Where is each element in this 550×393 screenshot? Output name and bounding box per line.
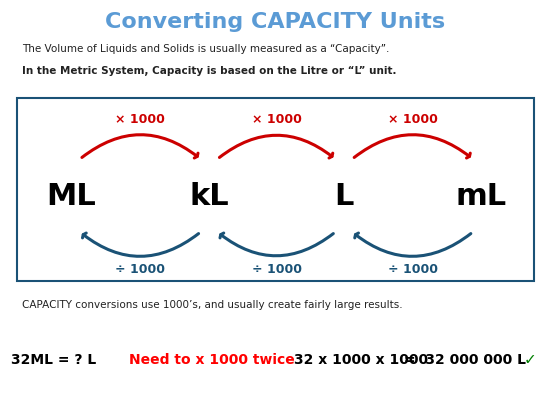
Text: ÷ 1000: ÷ 1000 [116, 263, 165, 276]
Text: Converting CAPACITY Units: Converting CAPACITY Units [105, 12, 445, 31]
Text: =  32 000 000 L: = 32 000 000 L [404, 353, 526, 367]
Text: In the Metric System, Capacity is based on the Litre or “L” unit.: In the Metric System, Capacity is based … [22, 66, 397, 76]
Text: 32 x 1000 x 1000: 32 x 1000 x 1000 [294, 353, 428, 367]
Text: kL: kL [189, 182, 229, 211]
Text: × 1000: × 1000 [252, 113, 301, 127]
Text: 32ML = ? L: 32ML = ? L [11, 353, 96, 367]
Text: mL: mL [456, 182, 507, 211]
Text: Need to x 1000 twice: Need to x 1000 twice [129, 353, 295, 367]
FancyBboxPatch shape [16, 98, 534, 281]
Text: ÷ 1000: ÷ 1000 [388, 263, 437, 276]
Text: CAPACITY conversions use 1000’s, and usually create fairly large results.: CAPACITY conversions use 1000’s, and usu… [22, 299, 403, 310]
Text: ✓: ✓ [524, 352, 537, 367]
Text: ML: ML [47, 182, 96, 211]
Text: × 1000: × 1000 [388, 113, 437, 127]
Text: L: L [334, 182, 354, 211]
Text: ÷ 1000: ÷ 1000 [252, 263, 301, 276]
Text: × 1000: × 1000 [116, 113, 165, 127]
Text: The Volume of Liquids and Solids is usually measured as a “Capacity”.: The Volume of Liquids and Solids is usua… [22, 44, 389, 54]
